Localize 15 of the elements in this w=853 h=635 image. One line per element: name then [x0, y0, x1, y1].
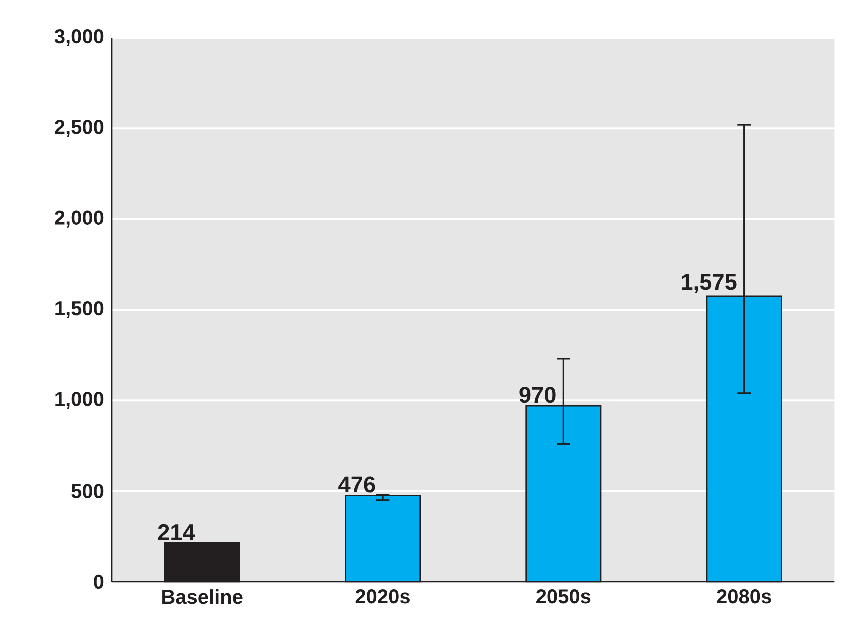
y-tick-label: 2,000 — [55, 210, 104, 228]
y-tick-label: 1,500 — [56, 301, 104, 319]
x-tick-label: 2080s — [717, 590, 772, 604]
data-label: 970 — [520, 387, 556, 404]
y-tick-label: 3,000 — [54, 29, 104, 47]
x-tick-label: Baseline — [162, 590, 243, 604]
data-label: 214 — [158, 524, 196, 540]
y-tick-label: 1,000 — [56, 392, 104, 410]
x-tick-label: 2050s — [536, 590, 591, 604]
y-tick-label: 2,500 — [55, 120, 104, 138]
y-tick-label: 0 — [94, 574, 104, 590]
data-label: 476 — [338, 476, 376, 493]
data-label: 1,575 — [682, 274, 737, 294]
x-tick-label: 2020s — [356, 590, 410, 604]
y-tick-label: 500 — [72, 484, 104, 498]
